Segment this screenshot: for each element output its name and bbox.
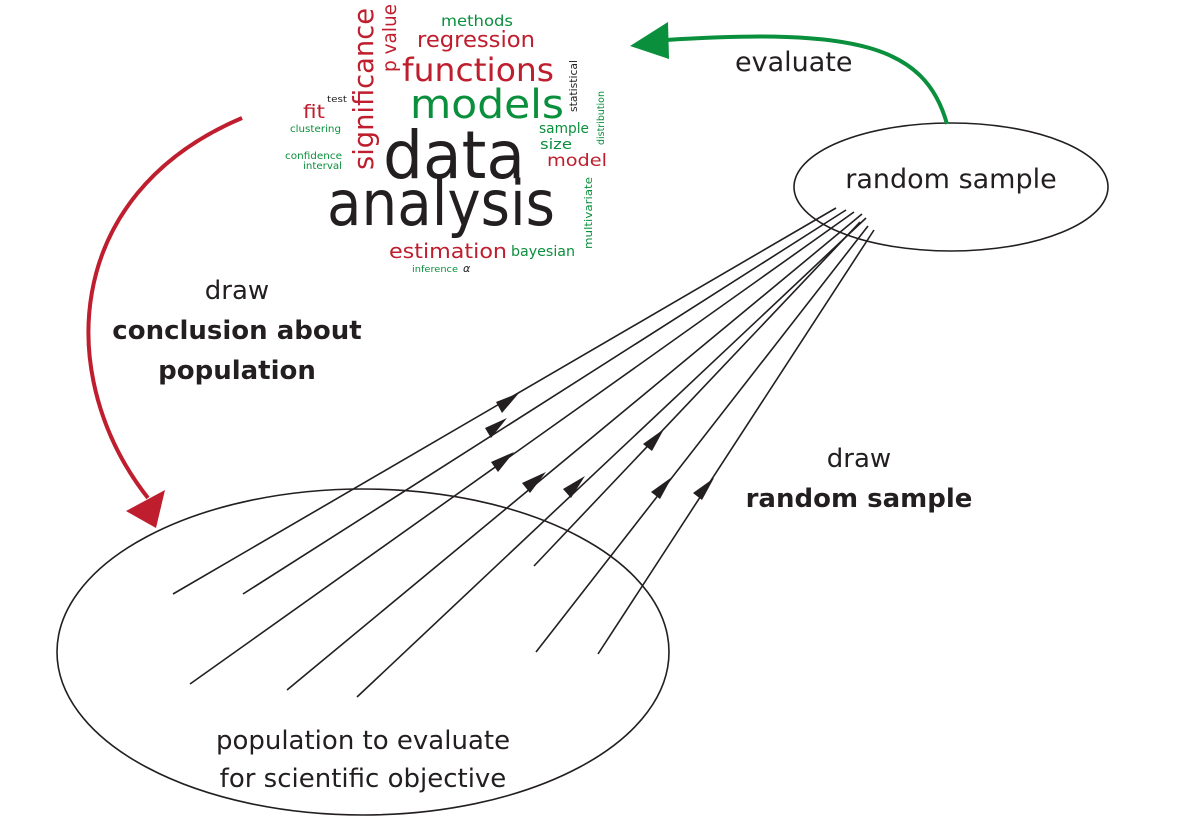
conclusion-label-line2: population (158, 356, 316, 386)
population-label-line2: for scientific objective (220, 764, 507, 794)
word-functions: functions (402, 51, 554, 89)
word-alpha: α (463, 262, 471, 275)
arrowhead-icon (491, 452, 514, 472)
word-methods: methods (441, 12, 513, 30)
word-sample: sample (539, 121, 589, 137)
word-fit: fit (303, 101, 325, 123)
word-size: size (540, 137, 572, 153)
arrowhead-icon (485, 418, 507, 438)
population-label-line1: population to evaluate (216, 726, 510, 756)
draw-sample-label: draw (827, 444, 891, 474)
conclusion-arrowhead-icon (126, 490, 165, 528)
word-cloud: data analysis models functions regressio… (285, 4, 607, 275)
arrowhead-icon (496, 393, 519, 413)
sampling-arrow-line (242, 209, 847, 595)
draw-conclusion-label: draw (205, 276, 269, 306)
sampling-arrows (172, 207, 875, 698)
arrowhead-icon (522, 472, 546, 493)
random-sample-ellipse (793, 122, 1109, 252)
word-analysis: analysis (327, 167, 555, 240)
sampling-arrow-line (535, 225, 869, 653)
sampling-arrow-line (597, 229, 875, 655)
word-multivariate: multivariate (582, 177, 595, 249)
conclusion-label-line1: conclusion about (112, 316, 361, 346)
population-ellipse (56, 488, 670, 816)
sampling-arrow-line (533, 221, 861, 567)
word-data: data (383, 117, 525, 194)
word-models: models (410, 82, 564, 128)
random-sample-label: random sample (845, 164, 1056, 195)
arrowhead-icon (651, 477, 672, 499)
word-bayesian: bayesian (511, 244, 575, 260)
word-p-value: p value (379, 4, 401, 72)
arrowhead-icon (693, 478, 714, 500)
sampling-arrowheads (485, 393, 714, 500)
evaluate-arrowhead-icon (630, 22, 669, 59)
word-model: model (547, 151, 607, 171)
word-regression: regression (417, 28, 535, 53)
word-test: test (327, 95, 348, 105)
word-confidence: confidence (285, 151, 342, 162)
word-estimation: estimation (389, 239, 507, 263)
evaluate-label: evaluate (735, 47, 853, 78)
word-inference: inference (412, 265, 459, 275)
evaluate-arrow (665, 34, 949, 125)
conclusion-arrow (86, 116, 243, 500)
word-significance: significance (347, 8, 380, 170)
word-clustering: clustering (290, 124, 341, 135)
arrowhead-icon (643, 429, 664, 451)
word-statistical: statistical (567, 60, 580, 112)
random-sample-bold-label: random sample (746, 484, 973, 514)
sampling-arrow-line (356, 217, 867, 698)
word-interval: interval (303, 161, 342, 172)
sampling-arrow-line (286, 213, 863, 691)
sampling-arrow-line (189, 211, 855, 685)
word-distribution: distribution (596, 91, 607, 145)
arrowhead-icon (563, 476, 585, 498)
